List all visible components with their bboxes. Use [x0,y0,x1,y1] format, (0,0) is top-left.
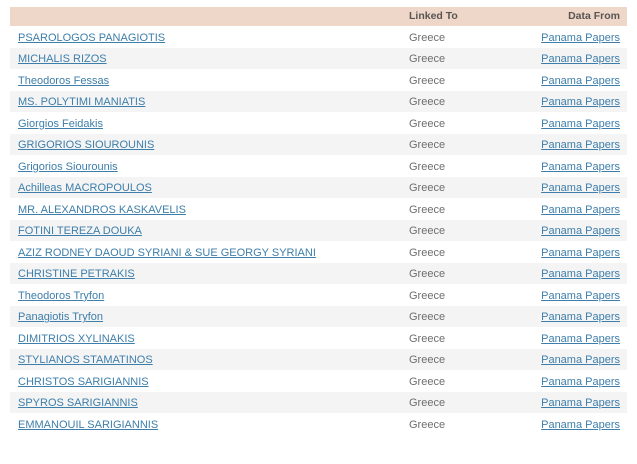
table-row: DIMITRIOS XYLINAKIS Greece Panama Papers [10,327,627,349]
data-from-link[interactable]: Panama Papers [541,117,620,130]
data-from-link[interactable]: Panama Papers [541,246,620,259]
column-header-data-from: Data From [568,10,620,22]
linked-to-value: Greece [409,418,446,431]
linked-to-value: Greece [409,160,446,173]
table-row: Achilleas MACROPOULOS Greece Panama Pape… [10,176,627,198]
linked-to-value: Greece [409,182,446,195]
data-from-link[interactable]: Panama Papers [541,182,620,195]
entity-name-link[interactable]: SPYROS SARIGIANNIS [18,397,138,410]
table-row: MICHALIS RIZOS Greece Panama Papers [10,47,627,69]
table-row: CHRISTOS SARIGIANNIS Greece Panama Paper… [10,370,627,392]
column-header-linked-to: Linked To [409,10,458,22]
linked-to-value: Greece [409,311,446,324]
linked-to-value: Greece [409,139,446,152]
table-row: AZIZ RODNEY DAOUD SYRIANI & SUE GEORGY S… [10,241,627,263]
entity-name-link[interactable]: CHRISTOS SARIGIANNIS [18,375,149,388]
table-row: Panagiotis Tryfon Greece Panama Papers [10,305,627,327]
entity-name-link[interactable]: EMMANOUIL SARIGIANNIS [18,418,159,431]
table-row: STYLIANOS STAMATINOS Greece Panama Paper… [10,348,627,370]
table-row: PSAROLOGOS PANAGIOTIS Greece Panama Pape… [10,26,627,48]
data-from-link[interactable]: Panama Papers [541,225,620,238]
entity-name-link[interactable]: STYLIANOS STAMATINOS [18,354,153,367]
data-from-link[interactable]: Panama Papers [541,31,620,44]
linked-to-value: Greece [409,268,446,281]
entity-name-link[interactable]: CHRISTINE PETRAKIS [18,268,135,281]
entity-name-link[interactable]: Achilleas MACROPOULOS [18,182,152,195]
table-row: Theodoros Tryfon Greece Panama Papers [10,284,627,306]
data-from-link[interactable]: Panama Papers [541,139,620,152]
linked-to-value: Greece [409,289,446,302]
entity-name-link[interactable]: FOTINI TEREZA DOUKA [18,225,142,238]
entity-name-link[interactable]: DIMITRIOS XYLINAKIS [18,332,135,345]
data-from-link[interactable]: Panama Papers [541,53,620,66]
entity-name-link[interactable]: MS. POLYTIMI MANIATIS [18,96,146,109]
entity-name-link[interactable]: GRIGORIOS SIOUROUNIS [18,139,155,152]
table-row: SPYROS SARIGIANNIS Greece Panama Papers [10,391,627,413]
data-from-link[interactable]: Panama Papers [541,268,620,281]
data-from-link[interactable]: Panama Papers [541,203,620,216]
data-from-link[interactable]: Panama Papers [541,289,620,302]
data-from-link[interactable]: Panama Papers [541,375,620,388]
entity-name-link[interactable]: Theodoros Tryfon [18,289,105,302]
linked-to-value: Greece [409,375,446,388]
entity-name-link[interactable]: MICHALIS RIZOS [18,53,107,66]
entity-name-link[interactable]: PSAROLOGOS PANAGIOTIS [18,31,166,44]
linked-to-value: Greece [409,246,446,259]
linked-to-value: Greece [409,31,446,44]
linked-to-value: Greece [409,225,446,238]
linked-to-value: Greece [409,53,446,66]
table-header-row: Linked To Data From [10,7,627,26]
linked-to-value: Greece [409,203,446,216]
entity-name-link[interactable]: Theodoros Fessas [18,74,110,87]
data-from-link[interactable]: Panama Papers [541,354,620,367]
entity-name-link[interactable]: Giorgios Feidakis [18,117,103,130]
table-row: Giorgios Feidakis Greece Panama Papers [10,112,627,134]
linked-to-value: Greece [409,96,446,109]
entity-name-link[interactable]: Grigorios Siourounis [18,160,118,173]
offshore-entities-table: Linked To Data From PSAROLOGOS PANAGIOTI… [10,7,627,435]
linked-to-value: Greece [409,74,446,87]
linked-to-value: Greece [409,354,446,367]
entity-name-link[interactable]: Panagiotis Tryfon [18,311,103,324]
linked-to-value: Greece [409,332,446,345]
data-from-link[interactable]: Panama Papers [541,96,620,109]
data-from-link[interactable]: Panama Papers [541,332,620,345]
table-row: GRIGORIOS SIOUROUNIS Greece Panama Paper… [10,133,627,155]
table-row: FOTINI TEREZA DOUKA Greece Panama Papers [10,219,627,241]
data-from-link[interactable]: Panama Papers [541,160,620,173]
linked-to-value: Greece [409,117,446,130]
data-from-link[interactable]: Panama Papers [541,397,620,410]
table-row: CHRISTINE PETRAKIS Greece Panama Papers [10,262,627,284]
table-row: Grigorios Siourounis Greece Panama Paper… [10,155,627,177]
data-from-link[interactable]: Panama Papers [541,74,620,87]
entity-name-link[interactable]: AZIZ RODNEY DAOUD SYRIANI & SUE GEORGY S… [18,246,316,259]
entity-name-link[interactable]: MR. ALEXANDROS KASKAVELIS [18,203,186,216]
data-from-link[interactable]: Panama Papers [541,311,620,324]
table-row: MR. ALEXANDROS KASKAVELIS Greece Panama … [10,198,627,220]
table-row: Theodoros Fessas Greece Panama Papers [10,69,627,91]
table-row: MS. POLYTIMI MANIATIS Greece Panama Pape… [10,90,627,112]
linked-to-value: Greece [409,397,446,410]
table-row: EMMANOUIL SARIGIANNIS Greece Panama Pape… [10,413,627,435]
table-body: PSAROLOGOS PANAGIOTIS Greece Panama Pape… [10,26,627,435]
data-from-link[interactable]: Panama Papers [541,418,620,431]
